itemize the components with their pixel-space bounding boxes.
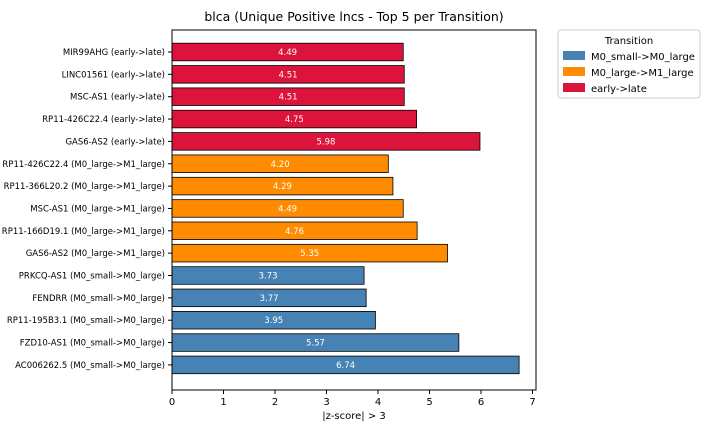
y-tick-label: MIR99AHG (early->late) bbox=[63, 48, 165, 58]
x-axis-label: |z-score| > 3 bbox=[322, 411, 386, 422]
bar-value-label: 4.20 bbox=[271, 160, 290, 170]
y-tick-label: GAS6-AS2 (early->late) bbox=[65, 137, 165, 147]
x-tick-label: 6 bbox=[478, 397, 484, 408]
y-tick-label: AC006262.5 (M0_small->M0_large) bbox=[15, 361, 165, 371]
y-tick-label: RP11-426C22.4 (M0_large->M1_large) bbox=[2, 160, 165, 170]
y-tick-label: GAS6-AS2 (M0_large->M1_large) bbox=[26, 249, 165, 259]
bar-value-label: 4.29 bbox=[273, 182, 292, 192]
x-axis: 0 1 2 3 4 5 6 7 bbox=[169, 390, 536, 408]
legend-label: M0_small->M0_large bbox=[591, 52, 695, 63]
bar-value-label: 4.75 bbox=[285, 115, 304, 125]
x-tick-label: 1 bbox=[220, 397, 226, 408]
chart-title: blca (Unique Positive lncs - Top 5 per T… bbox=[204, 9, 503, 24]
y-axis: MIR99AHG (early->late) LINC01561 (early->… bbox=[2, 48, 172, 371]
bar-value-label: 3.95 bbox=[264, 316, 283, 326]
y-tick-label: RP11-426C22.4 (early->late) bbox=[42, 115, 165, 125]
legend-swatch bbox=[563, 51, 585, 60]
x-tick-label: 7 bbox=[529, 397, 535, 408]
plot-frame bbox=[171, 29, 537, 391]
bars-layer: 4.49 4.51 4.51 4.75 5.98 4.20 4.29 4.49 4.76 5.35… bbox=[171, 42, 520, 375]
y-tick-label: RP11-166D19.1 (M0_large->M1_large) bbox=[2, 227, 165, 237]
x-tick-label: 5 bbox=[426, 397, 432, 408]
y-tick-label: MSC-AS1 (early->late) bbox=[70, 93, 165, 103]
x-tick-label: 0 bbox=[169, 397, 175, 408]
bar-value-label: 4.51 bbox=[279, 93, 298, 103]
bar-value-label: 4.49 bbox=[278, 204, 297, 214]
bar-value-label: 5.35 bbox=[300, 249, 319, 259]
y-tick-label: PRKCQ-AS1 (M0_small->M0_large) bbox=[19, 272, 165, 282]
bar-value-label: 4.49 bbox=[278, 48, 297, 58]
legend-swatch bbox=[563, 83, 585, 92]
legend: Transition M0_small->M0_large M0_large->M… bbox=[557, 29, 701, 99]
legend-frame bbox=[557, 29, 701, 99]
x-tick-label: 4 bbox=[375, 397, 381, 408]
legend-title: Transition bbox=[604, 36, 653, 47]
bar-value-label: 3.77 bbox=[260, 294, 279, 304]
x-tick-label: 2 bbox=[272, 397, 278, 408]
bar-value-label: 3.73 bbox=[259, 272, 278, 282]
bar-value-label: 4.76 bbox=[285, 227, 304, 237]
legend-swatch bbox=[563, 67, 585, 76]
bar-value-label: 5.57 bbox=[306, 339, 325, 349]
y-tick-label: RP11-366L20.2 (M0_large->M1_large) bbox=[4, 182, 165, 192]
bar-value-label: 5.98 bbox=[317, 137, 336, 147]
bar-value-label: 6.74 bbox=[336, 361, 355, 371]
y-tick-label: RP11-195B3.1 (M0_small->M0_large) bbox=[7, 316, 165, 326]
y-tick-label: FZD10-AS1 (M0_small->M0_large) bbox=[20, 339, 165, 349]
bar-value-label: 4.51 bbox=[279, 70, 298, 80]
y-tick-label: LINC01561 (early->late) bbox=[62, 70, 165, 80]
y-tick-label: MSC-AS1 (M0_large->M1_large) bbox=[30, 204, 165, 214]
y-tick-label: FENDRR (M0_small->M0_large) bbox=[32, 294, 165, 304]
legend-label: M0_large->M1_large bbox=[591, 68, 694, 79]
legend-label: early->late bbox=[591, 84, 647, 95]
x-tick-label: 3 bbox=[323, 397, 329, 408]
